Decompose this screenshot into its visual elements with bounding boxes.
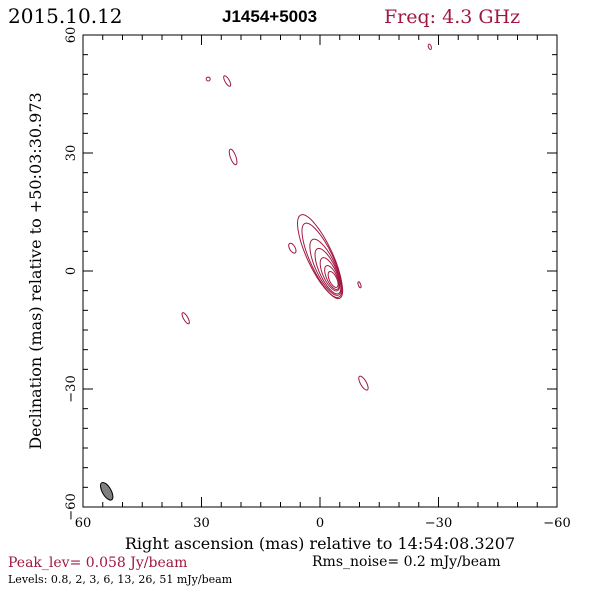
y-tick-label: 30 [64, 145, 79, 162]
contour-levels: Levels: 0.8, 2, 3, 6, 13, 26, 51 mJy/bea… [8, 573, 233, 586]
x-tick-label: −60 [543, 516, 570, 531]
source-name: J1454+5003 [222, 7, 317, 26]
noise-island-contour [288, 242, 297, 254]
main-source-contour [301, 222, 344, 300]
x-tick-label: 30 [193, 516, 210, 531]
noise-island-contour [357, 281, 362, 289]
noise-island-contour [427, 43, 432, 50]
peak-level: Peak_lev= 0.058 Jy/beam [8, 555, 187, 571]
rms-noise: Rms_noise= 0.2 mJy/beam [312, 554, 501, 570]
noise-island-contour [228, 148, 238, 166]
frequency-label: Freq: 4.3 GHz [384, 6, 520, 28]
axis-ticks [82, 34, 558, 508]
y-tick-label: −60 [64, 493, 79, 520]
x-tick-label: 60 [75, 516, 92, 531]
noise-island-contour [205, 76, 211, 82]
y-tick-label: 60 [64, 27, 79, 44]
noise-island-contour [358, 375, 369, 391]
main-source-contour [324, 265, 340, 291]
plot-frame [82, 34, 558, 508]
main-source-contour [309, 238, 342, 296]
main-source-contour [327, 270, 339, 288]
x-tick-label: −30 [425, 516, 452, 531]
y-tick-label: 0 [64, 267, 79, 275]
observation-date: 2015.10.12 [8, 4, 123, 28]
noise-island-contour [223, 75, 232, 87]
noise-island-contour [181, 312, 190, 325]
y-tick-label: −30 [64, 375, 79, 402]
main-source-contour [314, 247, 342, 295]
y-axis-label: Declination (mas) relative to +50:03:30.… [26, 92, 45, 449]
restoring-beam [100, 481, 114, 501]
main-source-contour [297, 214, 343, 298]
x-axis-label: Right ascension (mas) relative to 14:54:… [125, 534, 515, 553]
main-source-contour [319, 257, 341, 292]
x-tick-label: 0 [316, 516, 324, 531]
contour-layer [100, 43, 432, 501]
